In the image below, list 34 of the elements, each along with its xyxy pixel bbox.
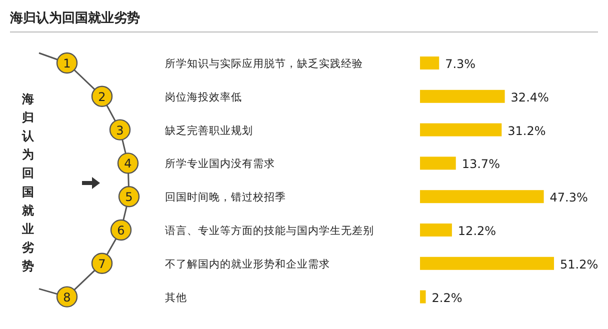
y-tick-label: 不了解国内的就业形势和企业需求 <box>165 257 330 270</box>
y-tick-label: 所学知识与实际应用脱节，缺乏实践经验 <box>165 57 363 70</box>
y-tick-label: 缺乏完善职业规划 <box>165 124 253 137</box>
text: 3 <box>116 123 124 138</box>
bar <box>420 90 505 103</box>
bar <box>420 256 554 270</box>
text: 海归认为回国就业劣势 <box>9 10 140 26</box>
text: 4 <box>124 156 132 171</box>
bar <box>420 123 502 136</box>
text: 8 <box>63 290 71 304</box>
text: 1 <box>63 56 71 70</box>
text: 5 <box>125 190 133 204</box>
text: 6 <box>117 224 125 238</box>
data-label: 12.2% <box>458 224 496 238</box>
data-label: 31.2% <box>508 124 546 138</box>
text: 2 <box>98 90 106 104</box>
data-label: 13.7% <box>462 157 500 172</box>
data-label: 47.3% <box>550 190 588 205</box>
data-label: 2.2% <box>432 290 462 305</box>
data-label: 7.3% <box>445 57 476 71</box>
data-label: 32.4% <box>510 90 549 104</box>
bar <box>420 56 440 70</box>
bar <box>420 224 452 236</box>
data-label: 51.2% <box>560 257 598 272</box>
bar <box>420 190 544 204</box>
bar <box>420 156 456 170</box>
bar <box>420 290 426 304</box>
y-tick-label: 其他 <box>165 290 187 304</box>
y-tick-label: 回国时间晚，错过校招季 <box>165 190 286 204</box>
y-tick-label: 所学专业国内没有需求 <box>165 157 275 170</box>
text: 海归认为回国就业劣势 <box>22 92 34 273</box>
y-tick-label: 岗位海投效率低 <box>165 90 242 104</box>
text: 7 <box>98 256 106 271</box>
y-tick-label: 语言、专业等方面的技能与国内学生无差别 <box>165 224 374 237</box>
